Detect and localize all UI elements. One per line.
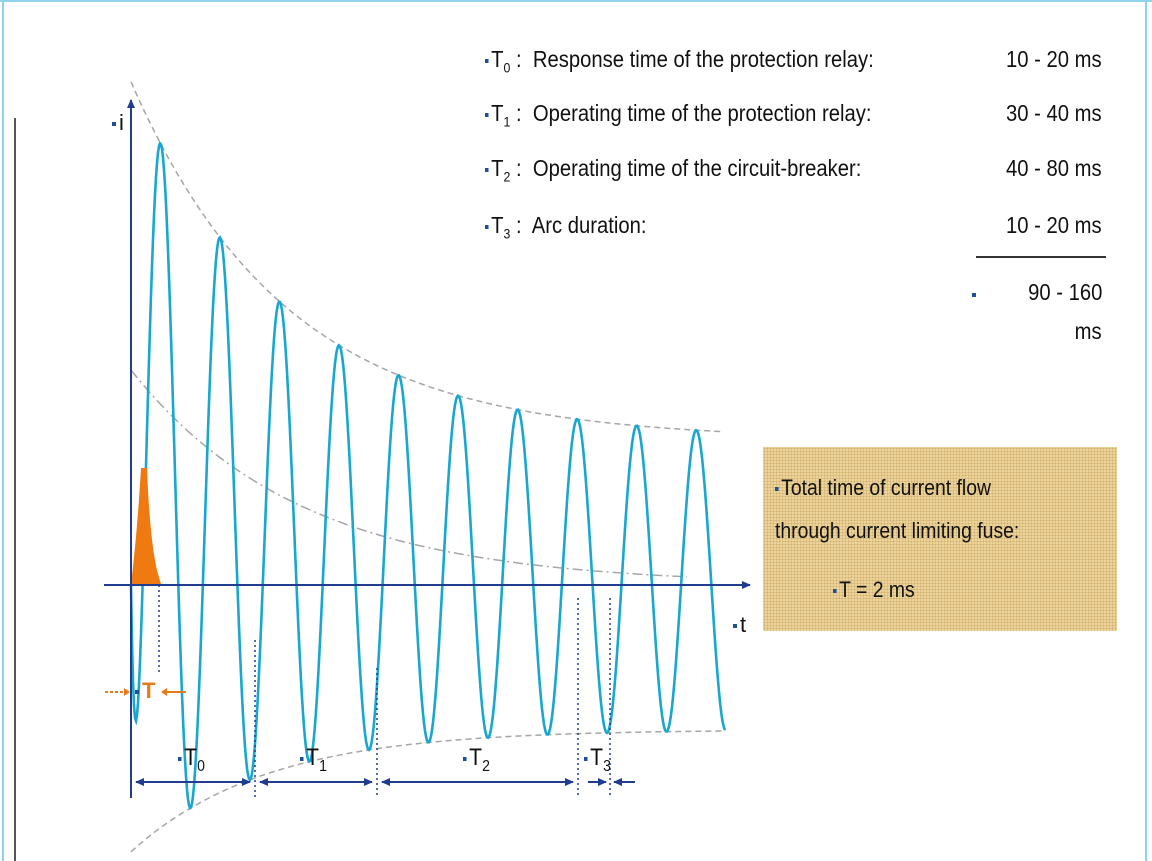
bullet-icon — [463, 756, 467, 761]
bullet-icon — [112, 122, 116, 127]
total-range: 90 - 160 — [1027, 279, 1102, 305]
sum-rule-line — [976, 256, 1106, 258]
bullet-icon — [485, 224, 489, 229]
legend-t0-desc: Response time of the protection relay: — [532, 46, 874, 72]
bullet-icon — [485, 167, 489, 172]
bullet-icon — [485, 58, 489, 63]
legend-t2-desc: Operating time of the circuit-breaker: — [532, 155, 862, 181]
bullet-icon — [775, 487, 779, 492]
legend-t1-desc: Operating time of the protection relay: — [532, 100, 872, 126]
bullet-icon — [584, 756, 588, 761]
segment-t1-label: T1 — [300, 744, 327, 776]
fuse-info-box: Total time of current flow through curre… — [763, 447, 1117, 631]
frame-top-border — [0, 0, 1152, 2]
bullet-icon — [485, 112, 489, 117]
left-divider — [14, 118, 16, 861]
bullet-icon — [733, 624, 737, 629]
x-axis-label: t — [733, 612, 746, 638]
legend-row-t2: T2 : Operating time of the circuit-break… — [485, 155, 861, 185]
fuse-box-line1: Total time of current flow — [775, 475, 991, 501]
fuse-box-line3: T = 2 ms — [833, 577, 915, 603]
lower-envelope-curve — [130, 730, 723, 853]
segment-t0-label: T0 — [178, 744, 205, 776]
fuse-current-pulse — [131, 468, 161, 584]
legend-t3-range: 10 - 20 ms — [1006, 212, 1102, 238]
legend-t3-symbol: T3 — [491, 212, 511, 242]
bullet-icon — [300, 756, 304, 761]
frame-left-border — [2, 0, 4, 861]
legend-t1-symbol: T1 — [491, 100, 511, 130]
legend-row-t3: T3 : Arc duration: — [485, 212, 647, 242]
segment-t2-label: T2 — [463, 744, 490, 776]
legend-row-t1: T1 : Operating time of the protection re… — [485, 100, 872, 130]
legend-t2-range: 40 - 80 ms — [1006, 155, 1102, 181]
total-unit: ms — [1075, 318, 1102, 344]
current-waveform — [129, 141, 727, 810]
segment-t3-label: T3 — [584, 744, 611, 776]
fuse-arrow-left-head — [124, 688, 130, 696]
legend-t3-desc: Arc duration: — [531, 212, 647, 238]
bullet-icon — [178, 756, 182, 761]
bullet-icon — [833, 589, 837, 594]
legend-t2-symbol: T2 — [491, 155, 511, 185]
dc-component-curve — [130, 369, 688, 578]
legend-row-t0: T0 : Response time of the protection rel… — [485, 46, 874, 76]
legend-t0-symbol: T0 — [491, 46, 511, 76]
bullet-icon — [972, 293, 976, 297]
y-axis-label: i — [112, 110, 124, 136]
legend-t1-range: 30 - 40 ms — [1006, 100, 1102, 126]
upper-envelope-curve — [130, 81, 724, 433]
fuse-time-label: T — [135, 678, 155, 704]
legend-t0-range: 10 - 20 ms — [1006, 46, 1102, 72]
bullet-icon — [135, 690, 139, 695]
fuse-arrow-right-head — [161, 688, 167, 696]
frame-right-border — [1145, 0, 1147, 861]
fuse-box-line2: through current limiting fuse: — [775, 518, 1020, 543]
